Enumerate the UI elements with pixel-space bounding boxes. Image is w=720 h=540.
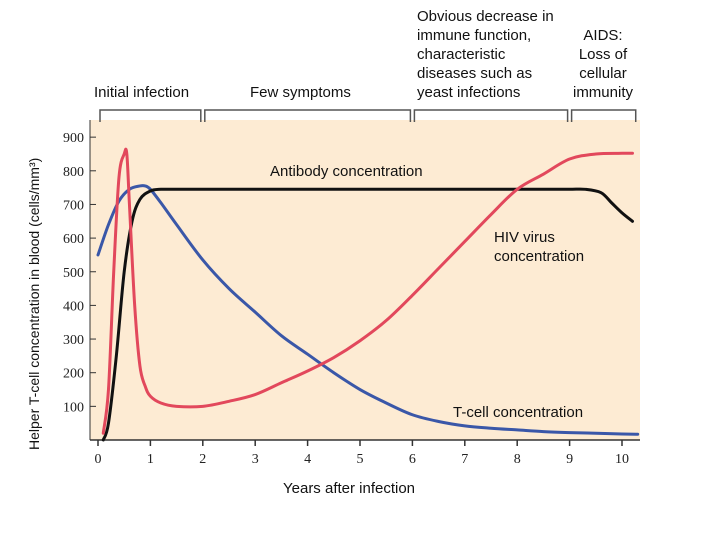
antibody-line [101, 187, 634, 442]
stage-label-decrease-immune-function: Obvious decrease in immune function, cha… [417, 8, 554, 101]
x-tick-label: 8 [514, 452, 521, 467]
y-tick-label: 400 [63, 299, 84, 314]
tcell-line [96, 184, 640, 436]
x-tick-label: 9 [566, 452, 573, 467]
y-tick-label: 500 [63, 266, 84, 281]
x-tick-label: 1 [147, 452, 154, 467]
x-tick-label: 4 [304, 452, 311, 467]
y-tick-label: 700 [63, 198, 84, 213]
series-label-hiv: HIV virus concentration [494, 229, 585, 265]
axes: 0 1 2 3 4 5 6 7 8 9 10 100 200 300 400 500 600 700 800 900 [63, 120, 640, 467]
stage-bracket [570, 109, 637, 122]
series-lines [96, 147, 640, 442]
x-tick-label: 7 [461, 452, 468, 467]
stage-label-initial-infection: Initial infection [94, 84, 190, 101]
x-tick-label: 10 [615, 452, 629, 467]
y-tick-label: 800 [63, 165, 84, 180]
x-tick-label: 5 [357, 452, 364, 467]
series-label-tcell: T-cell concentration [453, 404, 584, 421]
x-tick-label: 3 [252, 452, 259, 467]
y-tick-label: 200 [63, 367, 84, 382]
x-tick-label: 0 [95, 452, 102, 467]
x-axis-label: Years after infection [283, 480, 416, 497]
y-tick-label: 300 [63, 333, 84, 348]
series-label-antibody: Antibody concentration [270, 163, 423, 180]
stage-label-aids: AIDS: Loss of cellular immunity [572, 27, 633, 101]
y-axis-label: Helper T-cell concentration in blood (ce… [26, 157, 42, 450]
stage-bracket [99, 109, 202, 122]
plot-background [90, 120, 640, 440]
stage-label-few-symptoms: Few symptoms [250, 84, 351, 101]
stage-bracket [204, 109, 412, 122]
hiv-line [101, 147, 634, 435]
y-tick-label: 600 [63, 232, 84, 247]
stage-bracket [413, 109, 569, 122]
stage-brackets [99, 109, 637, 122]
x-tick-label: 2 [199, 452, 206, 467]
x-tick-label: 6 [409, 452, 416, 467]
y-tick-label: 100 [63, 400, 84, 415]
y-tick-label: 900 [63, 131, 84, 146]
